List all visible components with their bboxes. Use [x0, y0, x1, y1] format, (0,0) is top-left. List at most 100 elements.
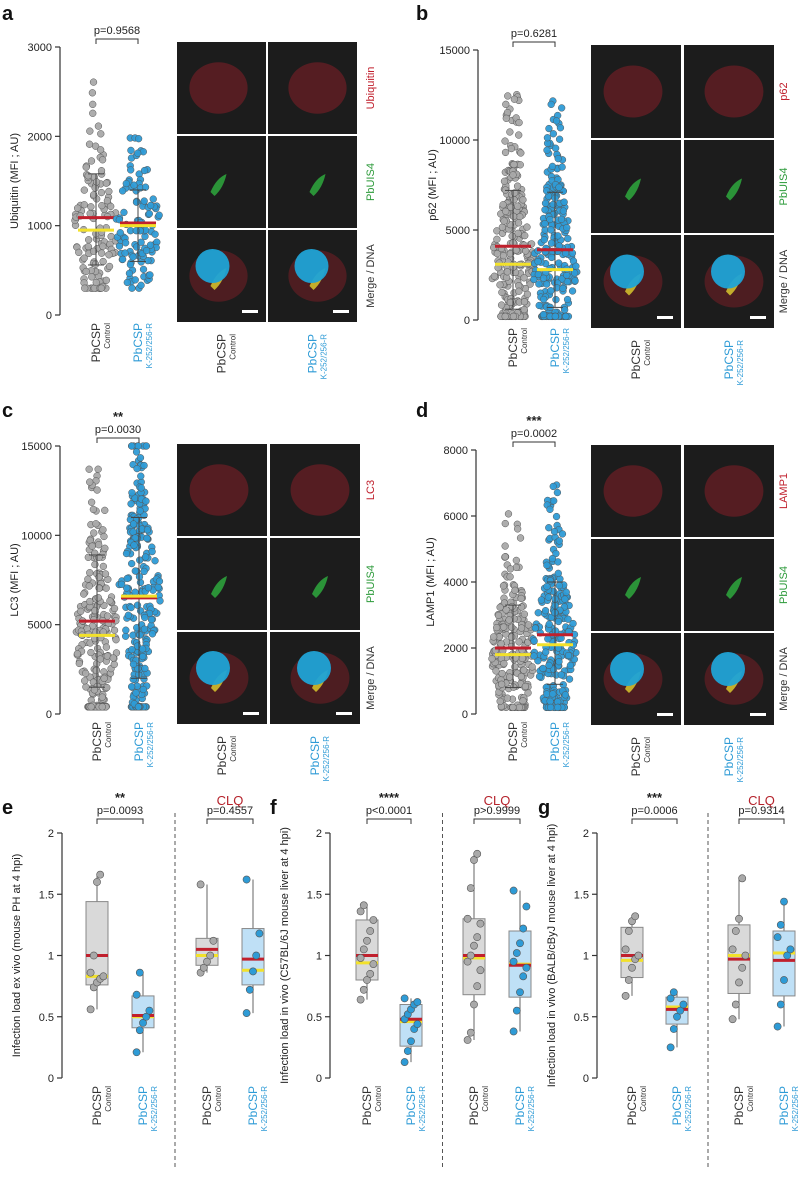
data-point: [548, 162, 557, 171]
micrograph-0: [177, 444, 267, 536]
significance-bracket: [95, 38, 139, 44]
data-point: [572, 262, 580, 270]
y-tick-label: 0.5: [307, 1012, 322, 1024]
data-point: [363, 976, 371, 984]
data-point: [135, 968, 144, 977]
data-point: [369, 916, 378, 924]
data-point: [209, 936, 218, 945]
y-tick-label: 1000: [28, 221, 52, 233]
data-point: [534, 657, 542, 665]
treatment-label: CLQ: [748, 793, 775, 808]
data-point: [407, 1037, 415, 1046]
data-point: [555, 658, 563, 666]
category-sub: K-252/256-R: [145, 323, 154, 369]
data-point: [128, 442, 136, 450]
data-point: [203, 957, 211, 966]
data-point: [506, 128, 514, 136]
data-point: [509, 312, 518, 321]
control-category-label: PbCSP Control: [90, 1086, 113, 1126]
data-point: [562, 588, 570, 596]
micrograph-0: [684, 445, 774, 537]
data-point: [534, 609, 542, 617]
control-category-label: PbCSP Control: [629, 737, 652, 777]
data-point: [97, 188, 106, 197]
category-main: PbCSP: [513, 1086, 527, 1125]
control-category-label: PbCSP Control: [506, 722, 529, 762]
data-point: [134, 665, 142, 673]
category-sub: K-252/256-R: [736, 340, 745, 386]
data-point: [140, 197, 148, 205]
data-point: [504, 510, 513, 518]
data-point: [780, 976, 788, 984]
data-point: [86, 209, 94, 218]
category-main: PbCSP: [90, 1086, 104, 1125]
data-point: [400, 1058, 409, 1066]
micrograph-0: [591, 45, 681, 138]
data-point: [92, 666, 101, 675]
data-point: [96, 146, 105, 154]
data-point: [81, 677, 89, 685]
data-point: [520, 610, 529, 618]
data-point: [141, 183, 150, 191]
data-point: [547, 226, 555, 234]
y-tick-label: 0: [46, 310, 52, 322]
significance-stars: **: [113, 409, 124, 424]
data-point: [506, 573, 514, 581]
y-tick-label: 1: [316, 951, 322, 963]
category-sub: Control: [103, 323, 112, 349]
y-tick-label: 10000: [439, 135, 470, 147]
data-point: [545, 524, 553, 532]
data-point: [501, 137, 509, 145]
panel-f: 0 0.5 1 1.5 2 Infection load in vivo (C57BL/6…: [279, 790, 536, 1170]
data-point: [151, 230, 159, 238]
data-point: [498, 288, 506, 296]
data-point: [135, 573, 144, 581]
data-point: [466, 1028, 475, 1037]
category-main: PbCSP: [467, 1086, 481, 1125]
data-point: [128, 559, 136, 568]
data-point: [666, 994, 675, 1003]
data-point: [473, 849, 482, 858]
data-point: [516, 534, 525, 542]
data-point: [245, 985, 254, 994]
data-point: [73, 650, 82, 658]
data-point: [535, 672, 544, 681]
y-tick-label: 5000: [446, 225, 470, 237]
data-point: [501, 519, 509, 528]
panel-d: 0 2000 4000 6000 8000 LAMP1 (MFI ; AU) p=0.000…: [425, 413, 790, 782]
data-point: [534, 270, 542, 279]
data-point: [138, 645, 147, 653]
data-point: [560, 198, 568, 206]
data-point: [547, 100, 555, 109]
control-box: [195, 880, 219, 977]
panel-letter: a: [2, 3, 14, 25]
data-point: [118, 580, 126, 588]
data-point: [511, 586, 519, 595]
data-point: [122, 626, 130, 634]
data-point: [549, 690, 557, 698]
channel-label: LC3: [365, 480, 377, 500]
data-point: [535, 280, 543, 288]
y-axis-label: Ubiquitin (MFI ; AU): [9, 133, 21, 229]
p-value: p<0.0001: [366, 805, 412, 817]
y-tick-label: 1.5: [574, 889, 589, 901]
significance-stars: ***: [647, 790, 663, 805]
data-point: [552, 117, 561, 125]
data-point: [553, 488, 562, 497]
data-point: [492, 667, 500, 675]
data-point: [98, 249, 106, 257]
y-axis-label: Infection load in vivo (C57BL/6J mouse l…: [279, 827, 291, 1084]
data-point: [142, 553, 150, 561]
p-value: p=0.6281: [511, 28, 557, 40]
category-main: PbCSP: [506, 328, 520, 367]
channel-label: PbUIS4: [365, 565, 377, 603]
control-category-label: PbCSP Control: [215, 736, 238, 776]
data-point: [466, 951, 475, 960]
mutant-category-label: PbCSP K-252/256-R: [513, 1086, 536, 1132]
channel-label: Ubiquitin: [365, 67, 377, 110]
channel-label: p62: [778, 82, 790, 100]
data-point: [85, 465, 93, 473]
data-point: [621, 945, 630, 954]
data-point: [98, 693, 106, 701]
